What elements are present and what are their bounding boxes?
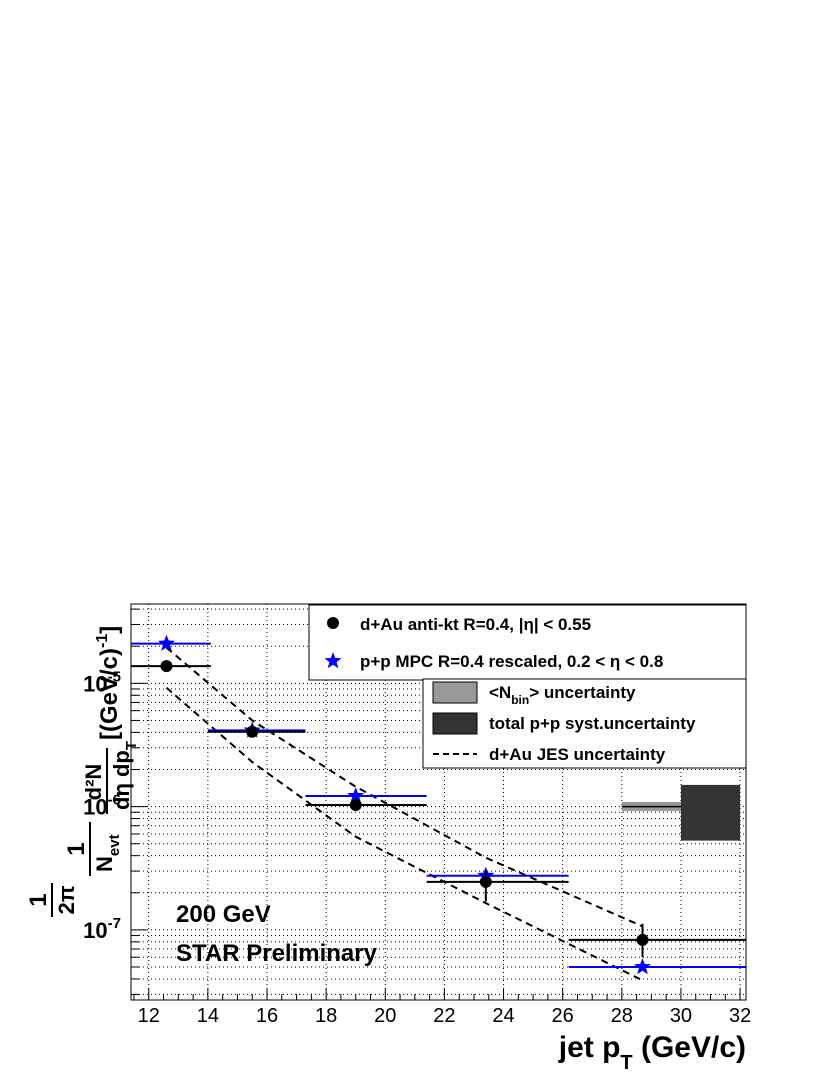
data-point-star — [157, 634, 176, 651]
x-tick-label: 30 — [670, 1005, 692, 1027]
data-point-circle — [479, 875, 492, 888]
x-tick-label: 18 — [315, 1005, 337, 1027]
data-point-circle — [349, 799, 362, 812]
x-tick-label: 32 — [729, 1005, 751, 1027]
legend-nbin-swatch — [432, 681, 478, 704]
legend-circle-marker — [327, 617, 339, 629]
legend-star-marker — [324, 652, 342, 669]
y-tick-label: 10-6 — [83, 792, 121, 820]
y-tick-label: 10-7 — [83, 915, 121, 943]
legend-pp-syst-label: total p+p syst.uncertainty — [489, 714, 696, 733]
legend-pp-label: p+p MPC R=0.4 rescaled, 0.2 < η < 0.8 — [360, 652, 663, 671]
legend-nbin-label: <Nbin> uncertainty — [489, 683, 636, 707]
data-point-star — [347, 786, 365, 804]
x-tick-label: 22 — [433, 1005, 455, 1027]
legend-dau-label: d+Au anti-kt R=0.4, |η| < 0.55 — [360, 615, 591, 634]
y-title-two-pi: 2π — [54, 885, 79, 914]
y-title-one-a: 1 — [25, 893, 52, 906]
legend-jes-label: d+Au JES uncertainty — [489, 745, 666, 764]
x-tick-label: 26 — [552, 1005, 574, 1027]
y-title-numerator: d²N — [81, 764, 106, 801]
data-point-circle — [160, 660, 173, 673]
legend-top: d+Au anti-kt R=0.4, |η| < 0.55 p+p MPC R… — [308, 604, 747, 681]
x-tick-label: 12 — [138, 1005, 160, 1027]
x-tick-label: 14 — [197, 1005, 219, 1027]
legend-top-frame — [308, 604, 747, 681]
y-title-n-evt: Nevt — [92, 834, 123, 872]
y-title-denominator: dη dpT — [109, 741, 140, 810]
y-title-units: [(GeV/c)-1] — [94, 626, 123, 740]
jes-upper-line — [165, 646, 643, 928]
data-point-star — [633, 958, 652, 975]
data-point-circle — [246, 725, 259, 738]
y-title-one-b: 1 — [63, 842, 90, 855]
uncertainty-boxes — [621, 784, 741, 841]
data-point-circle — [636, 933, 649, 946]
legend-pp-syst-swatch — [432, 712, 478, 735]
y-axis-title: 1 2π 1 Nevt d²N dη dpT [(GeV/c)-1] — [25, 626, 140, 917]
x-axis-title: jet pT (GeV/c) — [558, 1031, 746, 1074]
axes: 12 14 16 18 20 22 24 26 28 30 32 10-7 10-6 10-5 — [83, 608, 751, 1027]
jes-band — [165, 646, 643, 982]
y-tick-label: 10-5 — [83, 668, 121, 696]
data-points — [131, 634, 746, 975]
x-tick-label: 28 — [611, 1005, 633, 1027]
x-tick-label: 16 — [256, 1005, 278, 1027]
annotation-energy: 200 GeV — [176, 901, 271, 928]
jes-lower-line — [165, 687, 643, 982]
legend-bottom: <Nbin> uncertainty total p+p syst.uncert… — [422, 678, 747, 769]
pp-syst-uncertainty-box — [680, 784, 741, 841]
annotation-star-preliminary: STAR Preliminary — [176, 940, 378, 967]
x-tick-label: 20 — [374, 1005, 396, 1027]
plot-frame — [130, 603, 747, 1001]
x-tick-label: 24 — [492, 1005, 514, 1027]
